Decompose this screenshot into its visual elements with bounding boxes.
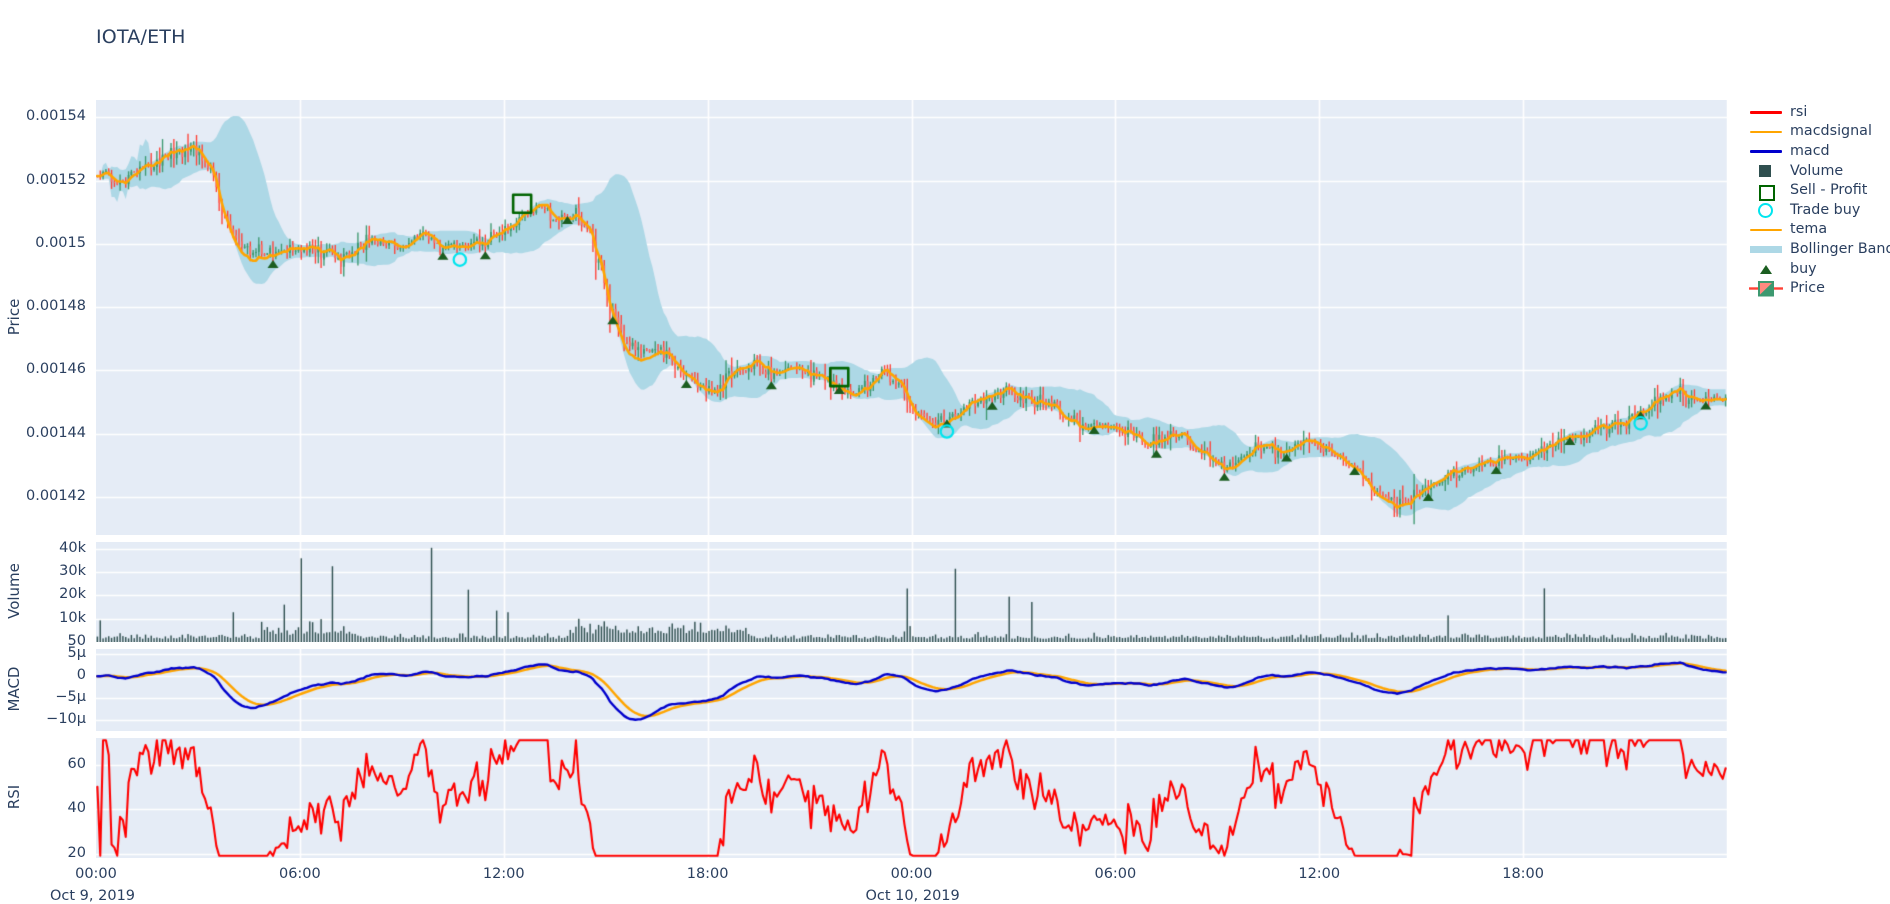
legend-line-icon: [1750, 130, 1782, 134]
legend-line-swatch: [1748, 122, 1784, 141]
legend-item-label: tema: [1790, 221, 1828, 238]
legend-item-buy[interactable]: buy: [1748, 259, 1890, 279]
legend-item-tema[interactable]: tema: [1748, 220, 1890, 240]
volume-panel: [96, 542, 1727, 642]
legend-item-macdsignal[interactable]: macdsignal: [1748, 122, 1890, 142]
legend-circle-icon: [1758, 203, 1773, 219]
price-panel: [96, 100, 1727, 535]
macd-y-tick: −10µ: [46, 711, 86, 728]
page-title: IOTA/ETH: [96, 26, 186, 48]
price-y-tick: 0.00154: [26, 108, 86, 125]
legend-item-label: macd: [1790, 142, 1830, 159]
volume-y-tick: 40k: [59, 539, 86, 556]
volume-y-tick: 10k: [59, 609, 86, 626]
price-y-tick: 0.00152: [26, 171, 86, 188]
price-y-tick: 0.00142: [26, 488, 86, 505]
price-axis-label: Price: [5, 298, 23, 335]
legend-item-label: Sell - Profit: [1790, 182, 1868, 199]
x-axis-date: Oct 9, 2019: [50, 888, 136, 904]
chart-legend: rsi macdsignal macd Volume Sell - Profit Trad…: [1748, 102, 1890, 298]
macd-y-tick: 0: [76, 667, 86, 684]
legend-item-volume[interactable]: Volume: [1748, 161, 1890, 181]
legend-item-bollinger-band[interactable]: Bollinger Band: [1748, 239, 1890, 259]
price-y-tick: 0.0015: [35, 234, 86, 251]
volume-y-tick: 30k: [59, 563, 86, 580]
legend-circle-swatch: [1748, 200, 1784, 219]
legend-item-label: buy: [1790, 260, 1817, 277]
x-axis-tick: 18:00: [686, 866, 729, 882]
legend-line-swatch: [1748, 102, 1784, 121]
macd-y-tick: −5µ: [55, 689, 86, 706]
legend-item-label: Trade buy: [1790, 201, 1861, 218]
legend-item-label: rsi: [1790, 103, 1808, 120]
x-axis-date: Oct 10, 2019: [865, 888, 960, 904]
legend-triangle-icon: [1760, 265, 1772, 275]
x-axis-tick: 00:00: [890, 866, 933, 882]
legend-item-rsi[interactable]: rsi: [1748, 102, 1890, 122]
x-axis-tick: 00:00: [75, 866, 117, 882]
legend-line-icon: [1750, 150, 1782, 154]
volume-y-tick: 50: [67, 632, 86, 649]
legend-item-price[interactable]: Price: [1748, 278, 1890, 298]
price-y-tick: 0.00144: [26, 424, 86, 441]
legend-item-label: Price: [1790, 280, 1825, 297]
legend-line-icon: [1750, 228, 1782, 232]
price-y-tick: 0.00148: [26, 298, 86, 315]
legend-item-macd[interactable]: macd: [1748, 141, 1890, 161]
volume-y-tick: 20k: [59, 586, 86, 603]
legend-candle-swatch: [1748, 279, 1784, 298]
macd-panel: [96, 649, 1727, 731]
legend-line-swatch: [1748, 141, 1784, 160]
legend-item-trade-buy[interactable]: Trade buy: [1748, 200, 1890, 220]
x-axis-tick: 18:00: [1502, 866, 1545, 882]
legend-item-sell-profit[interactable]: Sell - Profit: [1748, 180, 1890, 201]
legend-band-icon: [1750, 246, 1782, 254]
rsi-y-tick: 40: [67, 800, 86, 817]
legend-line-icon: [1750, 111, 1782, 114]
rsi-y-tick: 60: [67, 755, 86, 772]
legend-item-label: Volume: [1790, 162, 1844, 179]
legend-square-swatch: [1748, 161, 1784, 180]
legend-triangle-swatch: [1748, 259, 1784, 278]
legend-line-swatch: [1748, 220, 1784, 239]
legend-filled-square-icon: [1759, 165, 1771, 178]
rsi-panel: [96, 738, 1727, 858]
candlestick-icon: [1749, 280, 1783, 297]
legend-band-swatch: [1748, 239, 1784, 258]
legend-square-swatch: [1748, 181, 1784, 201]
legend-item-label: macdsignal: [1790, 123, 1872, 140]
x-axis-tick: 12:00: [482, 866, 525, 882]
legend-open-square-icon: [1759, 184, 1775, 201]
x-axis-tick: 12:00: [1298, 866, 1341, 882]
x-axis-tick: 06:00: [1094, 866, 1137, 882]
legend-item-label: Bollinger Band: [1790, 240, 1890, 257]
rsi-y-tick: 20: [67, 844, 86, 861]
macd-y-tick: 5µ: [67, 645, 86, 662]
x-axis-tick: 06:00: [278, 866, 321, 882]
price-y-tick: 0.00146: [26, 361, 86, 378]
